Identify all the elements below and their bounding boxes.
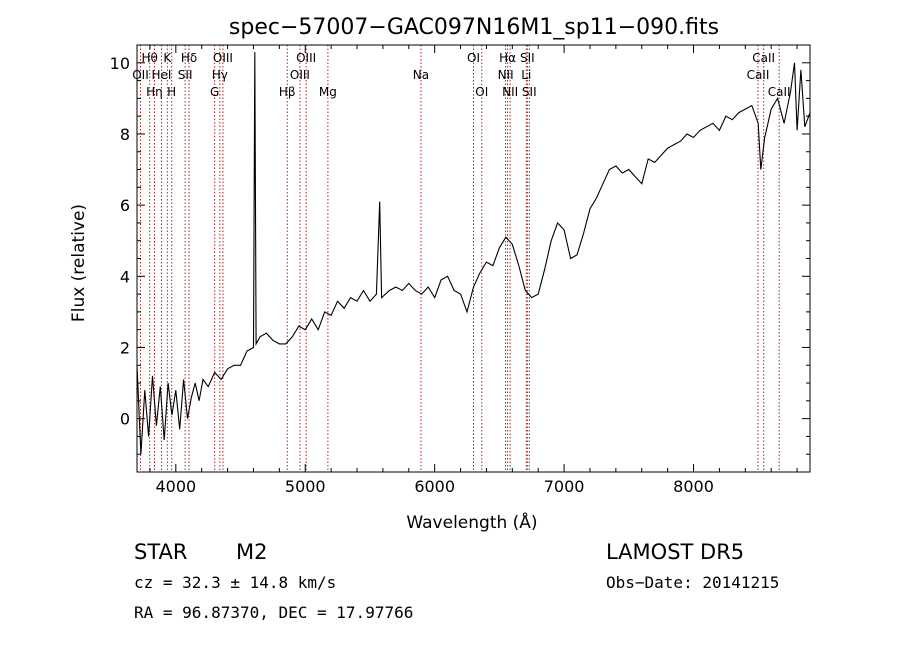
spectral-line-markers: [139, 45, 780, 472]
y-axis-label: Flux (relative): [69, 204, 89, 322]
line-marker-label: NII: [498, 68, 514, 82]
axis-ticks: 4000 5000 6000 7000 8000 0 2 4 6 8 10: [110, 44, 810, 496]
line-marker-label: Hδ: [181, 51, 197, 65]
line-marker-label: Na: [413, 68, 429, 82]
y-tick-label: 6: [120, 196, 130, 215]
line-marker-label: Li: [521, 68, 531, 82]
line-marker-label: G: [210, 85, 219, 99]
line-marker-label: OI: [467, 51, 480, 65]
line-marker-label: OIII: [213, 51, 233, 65]
spectral-line-labels: OIIHθHηHeIKHSIIHδGHγOIIIHβOIIIOIIIMgNaOI…: [132, 51, 790, 99]
x-axis-label: Wavelength (Å): [406, 511, 537, 533]
object-subclass: M2: [236, 540, 268, 564]
line-marker-label: OIII: [290, 68, 310, 82]
line-marker-label: Mg: [319, 85, 337, 99]
y-tick-label: 4: [120, 267, 130, 286]
y-tick-label: 0: [120, 410, 130, 429]
line-marker-label: OI: [475, 85, 488, 99]
line-marker-label: SII: [178, 68, 193, 82]
line-marker-label: Hγ: [212, 68, 228, 82]
line-marker-label: SII: [520, 51, 535, 65]
line-marker-label: Hη: [146, 85, 163, 99]
line-marker-label: CaII: [747, 68, 770, 82]
x-tick-label: 4000: [155, 477, 196, 496]
spectrum-line: [136, 52, 811, 455]
line-marker-label: SII: [522, 85, 537, 99]
line-marker-label: Hβ: [279, 85, 296, 99]
x-tick-label: 8000: [673, 477, 714, 496]
survey-name: LAMOST DR5: [606, 540, 745, 564]
object-class: STAR: [134, 540, 188, 564]
chart-title: spec−57007−GAC097N16M1_sp11−090.fits: [229, 15, 719, 40]
y-tick-label: 2: [120, 338, 130, 357]
redshift-velocity: cz = 32.3 ± 14.8 km/s: [134, 573, 337, 592]
line-marker-label: K: [163, 51, 172, 65]
sky-coordinates: RA = 96.87370, DEC = 17.97766: [134, 603, 414, 622]
x-tick-label: 6000: [414, 477, 455, 496]
line-marker-label: Hα: [499, 51, 516, 65]
line-marker-label: CaII: [768, 85, 791, 99]
x-tick-label: 7000: [544, 477, 585, 496]
line-marker-label: Hθ: [141, 51, 157, 65]
x-tick-label: 5000: [285, 477, 326, 496]
line-marker-label: H: [167, 85, 176, 99]
observation-date: Obs−Date: 20141215: [606, 573, 780, 592]
y-tick-label: 8: [120, 125, 130, 144]
line-marker-label: NII: [502, 85, 518, 99]
line-marker-label: OII: [132, 68, 149, 82]
line-marker-label: HeI: [151, 68, 171, 82]
line-marker-label: OIII: [296, 51, 316, 65]
y-tick-label: 10: [110, 54, 130, 73]
line-marker-label: CaII: [752, 51, 775, 65]
